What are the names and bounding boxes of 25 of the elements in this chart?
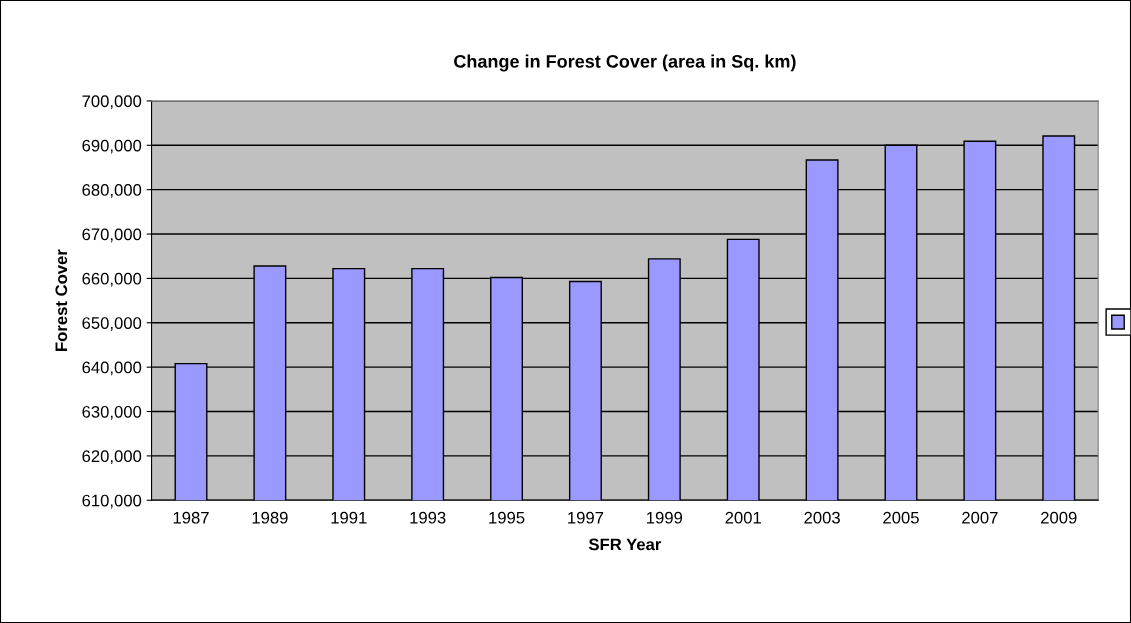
y-axis-title: Forest Cover [55, 249, 68, 351]
y-tick-label: 650,000 [82, 317, 142, 331]
y-tick-label: 690,000 [82, 139, 142, 154]
x-tick-label: 2003 [804, 511, 840, 524]
x-tick-label: 2007 [962, 511, 998, 524]
x-tick-label: 1993 [410, 511, 446, 524]
y-tick-label: 660,000 [82, 272, 142, 287]
x-tick-label: 1997 [568, 511, 604, 524]
y-tick-label: 670,000 [82, 228, 142, 243]
y-tick-label: 700,000 [82, 95, 142, 110]
x-tick-label: 2005 [883, 511, 919, 524]
x-tick-label: 2009 [1041, 511, 1077, 524]
y-tick-label: 680,000 [82, 184, 142, 198]
x-tick-label: 1987 [173, 511, 209, 524]
x-tick-label: 1995 [489, 511, 525, 524]
x-axis-title: SFR Year [588, 538, 662, 551]
x-tick-label: 2001 [725, 511, 761, 524]
x-tick-label: 1999 [647, 511, 683, 524]
chart-title: Change in Forest Cover (area in Sq. km) [454, 54, 796, 72]
x-tick-label: 1989 [252, 511, 288, 524]
x-tick-label: 1991 [331, 511, 367, 524]
y-tick-label: 610,000 [82, 494, 142, 509]
y-tick-label: 630,000 [82, 405, 142, 420]
y-tick-label: 620,000 [82, 450, 142, 465]
y-tick-label: 640,000 [82, 361, 142, 376]
